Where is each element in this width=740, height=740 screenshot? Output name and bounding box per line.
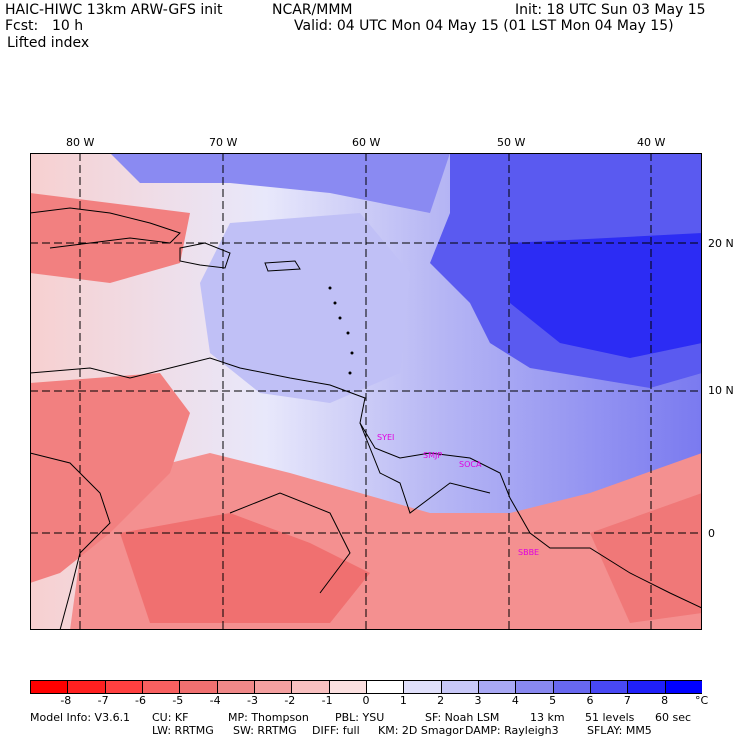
- colorbar-swatch: [627, 680, 665, 694]
- colorbar-swatch: [478, 680, 516, 694]
- colorbar-swatch: [403, 680, 441, 694]
- lon-label-80w: 80 W: [66, 136, 95, 149]
- lifted-index-map: SYEI SMJP SOCA SBBE: [30, 153, 702, 630]
- colorbar-swatch: [30, 680, 68, 694]
- colorbar-tick-label: 3: [474, 694, 482, 707]
- graticule: [30, 153, 702, 630]
- lon-label-60w: 60 W: [352, 136, 381, 149]
- colorbar-tick-label: -8: [60, 694, 72, 707]
- colorbar-tick-label: 7: [623, 694, 631, 707]
- model-info-item: DIFF: full: [312, 724, 360, 737]
- model-info-item: 60 sec: [655, 711, 692, 724]
- coastlines: [30, 207, 702, 630]
- colorbar-swatch: [67, 680, 105, 694]
- station-syei: SYEI: [377, 433, 394, 442]
- colorbar-swatch: [440, 680, 478, 694]
- colorbar-swatch: [142, 680, 180, 694]
- colorbar-tick-label: 5: [549, 694, 557, 707]
- colorbar-tick-label: -5: [172, 694, 184, 707]
- colorbar-swatch: [179, 680, 217, 694]
- valid-time: Valid: 04 UTC Mon 04 May 15 (01 LST Mon …: [294, 18, 674, 34]
- colorbar-swatch: [328, 680, 366, 694]
- model-info-item: DAMP: Rayleigh3: [465, 724, 559, 737]
- colorbar-tick-label: 6: [586, 694, 594, 707]
- stable-region-caribbean: [200, 213, 410, 403]
- colorbar-swatch: [254, 680, 292, 694]
- model-info-item: PBL: YSU: [335, 711, 385, 724]
- colorbar-tick-label: 0: [362, 694, 370, 707]
- lat-label-equator: 0: [708, 527, 715, 540]
- colorbar-swatch: [366, 680, 404, 694]
- colorbar-tick-label: -7: [97, 694, 109, 707]
- colorbar-swatch: [216, 680, 254, 694]
- colorbar-tick-label: 2: [437, 694, 445, 707]
- model-info-item: 51 levels: [585, 711, 635, 724]
- colorbar-swatch: [590, 680, 628, 694]
- model-info-item: SW: RRTMG: [233, 724, 297, 737]
- model-info-item: Model Info: V3.6.1: [30, 711, 131, 724]
- init-time: Init: 18 UTC Sun 03 May 15: [515, 2, 706, 18]
- lesser-antilles: [328, 286, 354, 375]
- lat-label-20n: 20 N: [708, 237, 734, 250]
- model-info-item: MP: Thompson: [228, 711, 309, 724]
- colorbar-unit: °C: [695, 694, 709, 707]
- model-info-item: SF: Noah LSM: [425, 711, 500, 724]
- lon-label-70w: 70 W: [209, 136, 238, 149]
- model-info-item: SFLAY: MM5: [587, 724, 652, 737]
- unstable-region-inland: [120, 513, 370, 623]
- lat-label-10n: 10 N: [708, 384, 734, 397]
- colorbar-swatch: [664, 680, 702, 694]
- stable-region-north: [110, 153, 450, 213]
- lon-label-40w: 40 W: [637, 136, 666, 149]
- colorbar-swatch: [291, 680, 329, 694]
- colorbar-tick-label: -4: [209, 694, 221, 707]
- unstable-region-central-america: [30, 373, 190, 583]
- model-info-item: CU: KF: [152, 711, 189, 724]
- colorbar-tick-label: 4: [511, 694, 519, 707]
- forecast-label: Fcst:: [5, 18, 39, 34]
- stable-region-core: [510, 233, 702, 358]
- institution: NCAR/MMM: [272, 2, 353, 18]
- model-info-item: 13 km: [530, 711, 565, 724]
- forecast-hours: 10 h: [52, 18, 84, 34]
- unstable-region-cuba: [30, 193, 190, 283]
- station-soca: SOCA: [459, 460, 482, 469]
- colorbar-tick-label: -2: [284, 694, 296, 707]
- station-sbbe: SBBE: [518, 548, 539, 557]
- model-info-item: KM: 2D Smagor: [378, 724, 464, 737]
- colorbar-tick-label: 1: [399, 694, 407, 707]
- model-title: HAIC-HIWC 13km ARW-GFS init: [5, 2, 223, 18]
- colorbar-tick-label: -6: [135, 694, 146, 707]
- model-info-item: LW: RRTMG: [152, 724, 214, 737]
- field-name: Lifted index: [7, 35, 90, 51]
- lon-label-50w: 50 W: [497, 136, 526, 149]
- colorbar-swatch: [552, 680, 590, 694]
- colorbar-swatch: [515, 680, 553, 694]
- unstable-region-east: [590, 493, 702, 623]
- map-frame: [30, 153, 702, 630]
- colorbar-tick-label: -3: [247, 694, 258, 707]
- colorbar-tick-label: 8: [661, 694, 669, 707]
- station-smjp: SMJP: [423, 451, 442, 460]
- colorbar-tick-label: -1: [321, 694, 333, 707]
- colorbar-swatch: [104, 680, 142, 694]
